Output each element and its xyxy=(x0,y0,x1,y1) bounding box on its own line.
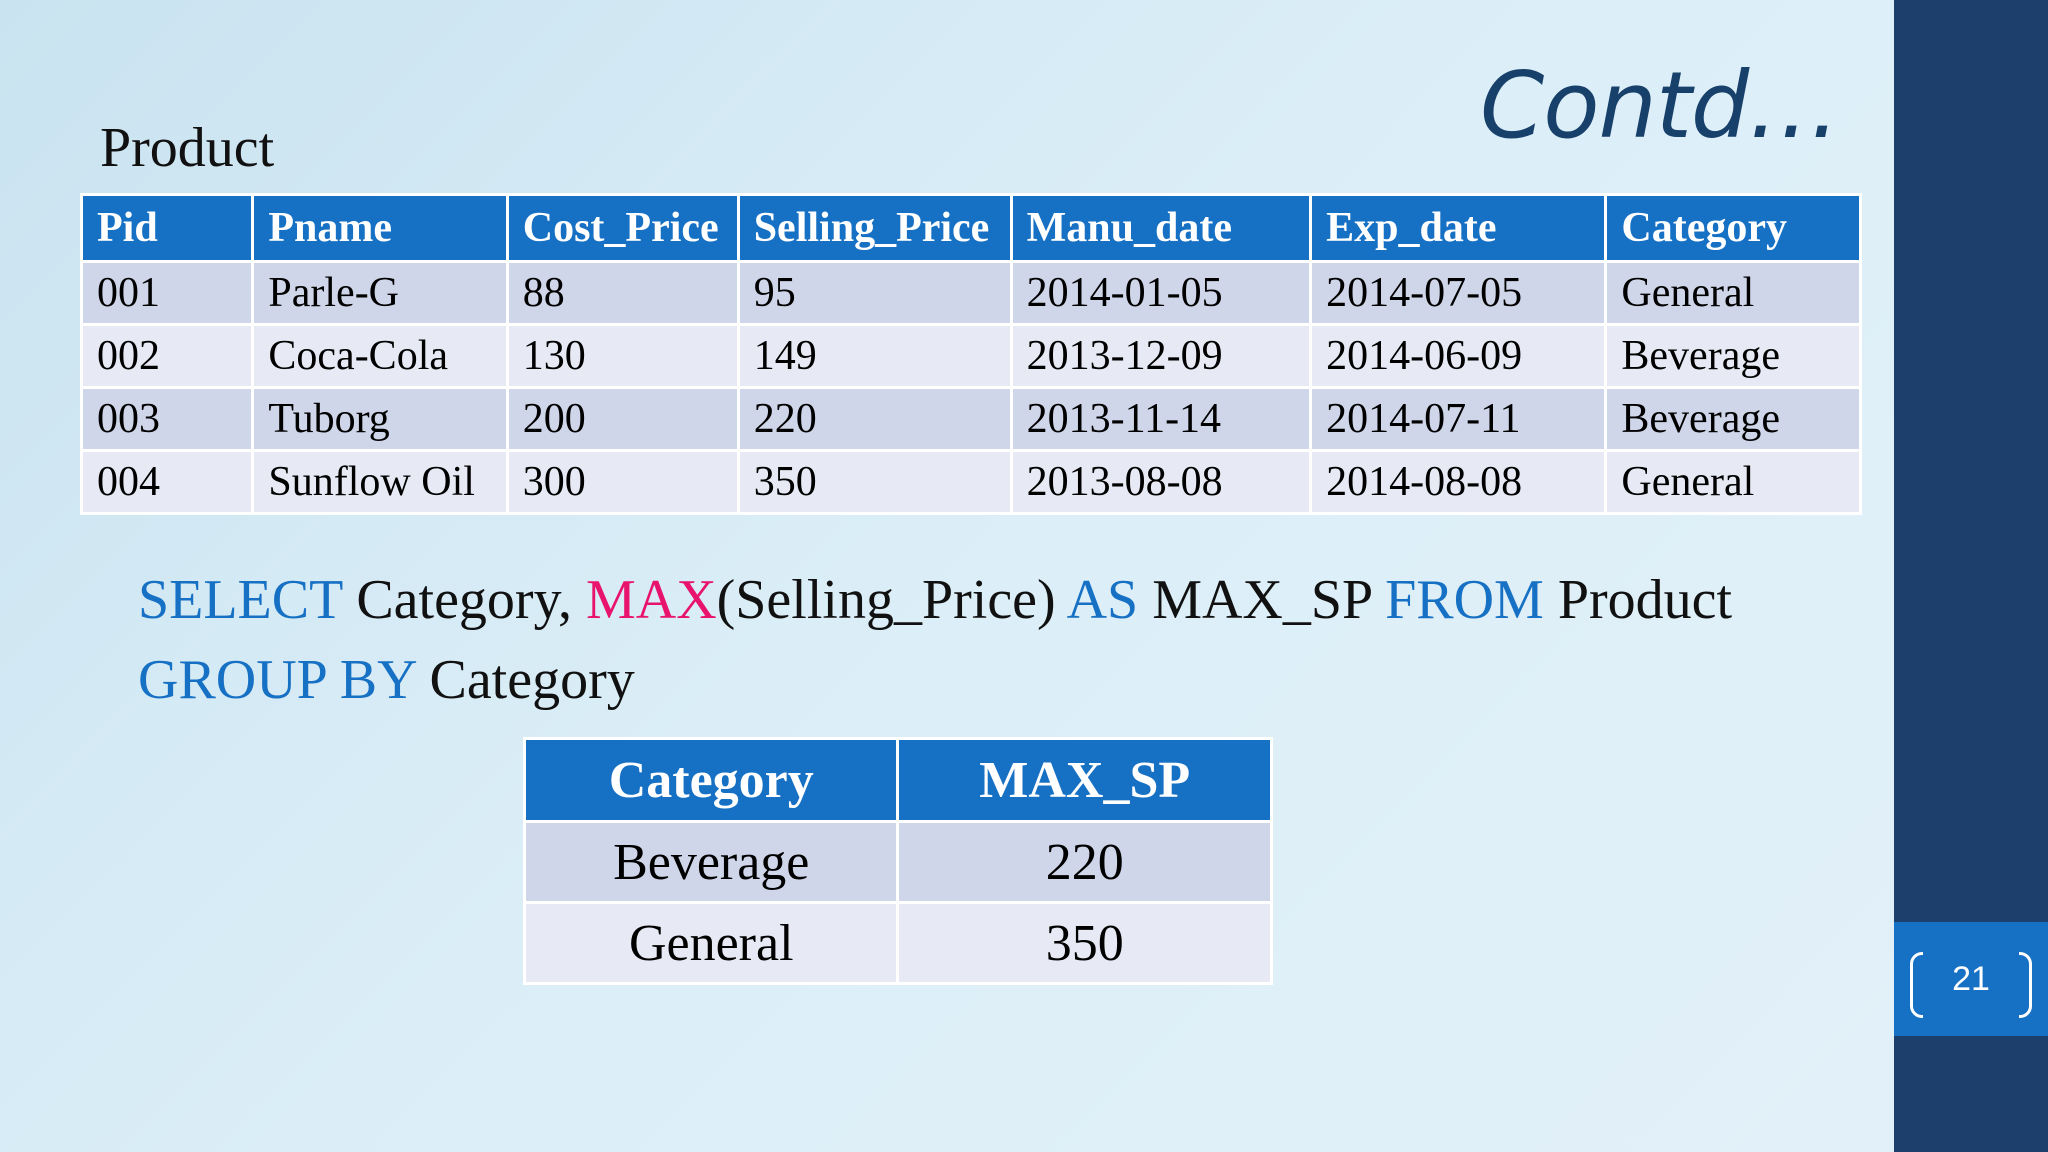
table-cell: 002 xyxy=(79,323,255,389)
column-header: Pname xyxy=(251,193,509,263)
table-row: 001 Parle-G 88 95 2014-01-05 2014-07-05 … xyxy=(79,260,1862,326)
sql-line-1: SELECT Category, MAX(Selling_Price) AS M… xyxy=(138,560,1732,640)
slide-title: Contd… xyxy=(1480,52,1840,159)
sql-line-2: GROUP BY Category xyxy=(138,640,1732,720)
table-cell: 95 xyxy=(736,260,1013,326)
column-header: Category xyxy=(522,737,900,823)
sql-keyword-group-by: GROUP BY xyxy=(138,649,416,711)
table-cell: General xyxy=(1604,260,1862,326)
column-header: Cost_Price xyxy=(505,193,740,263)
sql-keyword-as: AS xyxy=(1066,569,1139,631)
table-caption: Product xyxy=(100,117,275,179)
table-cell: 2014-07-11 xyxy=(1309,386,1608,452)
table-cell: Beverage xyxy=(1604,323,1862,389)
table-cell: 2013-12-09 xyxy=(1009,323,1313,389)
table-cell: 2014-08-08 xyxy=(1309,449,1608,515)
sql-alias: MAX_SP xyxy=(1138,569,1386,631)
page-number: 21 xyxy=(1952,959,1990,998)
bracket-right-icon xyxy=(2019,952,2032,1018)
column-header: Exp_date xyxy=(1309,193,1608,263)
table-cell: 200 xyxy=(505,386,740,452)
table-cell: Beverage xyxy=(522,820,900,904)
table-row: 004 Sunflow Oil 300 350 2013-08-08 2014-… xyxy=(79,449,1862,515)
page-number-box: 21 xyxy=(1894,922,2048,1036)
table-cell: 88 xyxy=(505,260,740,326)
sql-keyword-select: SELECT xyxy=(138,569,343,631)
sql-keyword-from: FROM xyxy=(1385,569,1544,631)
table-cell: 130 xyxy=(505,323,740,389)
table-cell: 2013-11-14 xyxy=(1009,386,1313,452)
table-cell: Tuborg xyxy=(251,386,509,452)
table-cell: 003 xyxy=(79,386,255,452)
column-header: Category xyxy=(1604,193,1862,263)
sql-column: Category, xyxy=(342,569,586,631)
product-table: Pid Pname Cost_Price Selling_Price Manu_… xyxy=(79,193,1862,515)
table-cell: General xyxy=(522,901,900,985)
sql-function-max: MAX xyxy=(585,569,717,631)
table-cell: Sunflow Oil xyxy=(251,449,509,515)
table-row: 003 Tuborg 200 220 2013-11-14 2014-07-11… xyxy=(79,386,1862,452)
table-row: Beverage 220 xyxy=(522,820,1273,904)
table-row: 002 Coca-Cola 130 149 2013-12-09 2014-06… xyxy=(79,323,1862,389)
table-header-row: Pid Pname Cost_Price Selling_Price Manu_… xyxy=(79,193,1862,263)
bracket-left-icon xyxy=(1910,952,1923,1018)
sql-table-name: Product xyxy=(1543,569,1733,631)
sql-group-column: Category xyxy=(415,649,635,711)
table-cell: 004 xyxy=(79,449,255,515)
column-header: Pid xyxy=(79,193,255,263)
table-cell: 350 xyxy=(896,901,1273,985)
table-cell: 001 xyxy=(79,260,255,326)
table-cell: General xyxy=(1604,449,1862,515)
table-cell: 2014-07-05 xyxy=(1309,260,1608,326)
table-cell: 2013-08-08 xyxy=(1009,449,1313,515)
table-cell: Beverage xyxy=(1604,386,1862,452)
table-cell: 149 xyxy=(736,323,1013,389)
table-cell: 220 xyxy=(736,386,1013,452)
table-row: General 350 xyxy=(522,901,1273,985)
table-cell: Parle-G xyxy=(251,260,509,326)
table-cell: 300 xyxy=(505,449,740,515)
table-cell: 350 xyxy=(736,449,1013,515)
sql-argument: (Selling_Price) xyxy=(716,569,1067,631)
sql-query: SELECT Category, MAX(Selling_Price) AS M… xyxy=(138,560,1732,720)
table-cell: 220 xyxy=(896,820,1273,904)
table-cell: Coca-Cola xyxy=(251,323,509,389)
result-table: Category MAX_SP Beverage 220 General 350 xyxy=(522,737,1273,985)
column-header: MAX_SP xyxy=(896,737,1273,823)
table-cell: 2014-01-05 xyxy=(1009,260,1313,326)
slide: Contd… Product Pid Pname Cost_Price Sell… xyxy=(79,52,1862,985)
result-header-row: Category MAX_SP xyxy=(522,737,1273,823)
column-header: Selling_Price xyxy=(736,193,1013,263)
table-cell: 2014-06-09 xyxy=(1309,323,1608,389)
column-header: Manu_date xyxy=(1009,193,1313,263)
